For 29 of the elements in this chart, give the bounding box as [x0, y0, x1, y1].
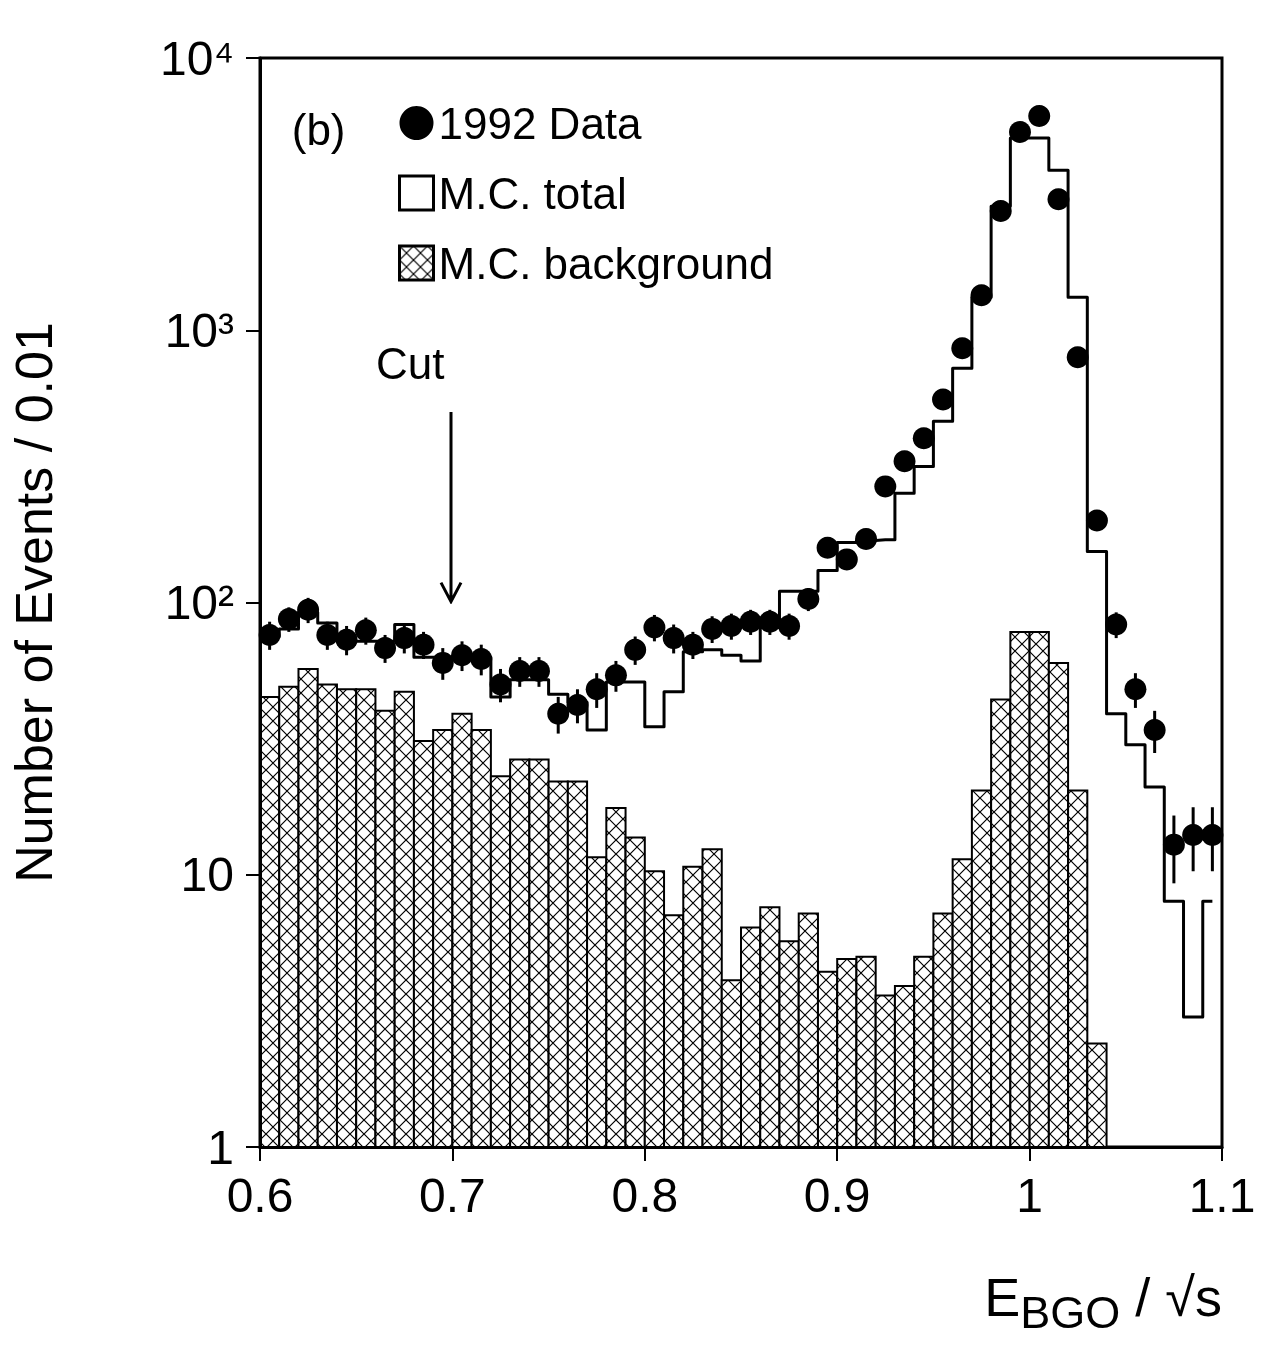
- point: [970, 284, 993, 307]
- legend-label: M.C. total: [438, 168, 627, 218]
- y-tick-label: 10³: [164, 303, 235, 357]
- x-tick-label: 1: [1016, 1168, 1043, 1222]
- legend-label: M.C. background: [438, 238, 774, 288]
- x-tick-label: 0.9: [803, 1168, 871, 1222]
- point: [1047, 188, 1070, 211]
- x-axis-title: E$_{BGO}$ / √s: [984, 1267, 1222, 1338]
- y-tick-label: 10⁴: [159, 31, 234, 85]
- point: [855, 528, 878, 551]
- point: [874, 475, 897, 498]
- point: [989, 200, 1012, 223]
- legend-label: 1992 Data: [438, 98, 643, 148]
- point: [893, 450, 916, 473]
- point: [932, 388, 955, 411]
- y-axis-title: Number of Events / 0.01: [5, 322, 63, 883]
- point: [1009, 121, 1031, 144]
- annotation: Cut: [376, 338, 445, 388]
- point: [951, 337, 974, 360]
- annotation: (b): [291, 104, 346, 154]
- point: [1085, 509, 1108, 532]
- y-tick-label: 10²: [164, 576, 235, 629]
- point: [1066, 346, 1089, 369]
- y-tick-label: 10: [180, 848, 234, 902]
- point: [1028, 105, 1051, 128]
- point: [912, 427, 935, 450]
- x-tick-label: 1.1: [1188, 1168, 1256, 1222]
- x-tick-label: 0.8: [611, 1168, 679, 1222]
- x-tick-label: 0.7: [419, 1168, 486, 1222]
